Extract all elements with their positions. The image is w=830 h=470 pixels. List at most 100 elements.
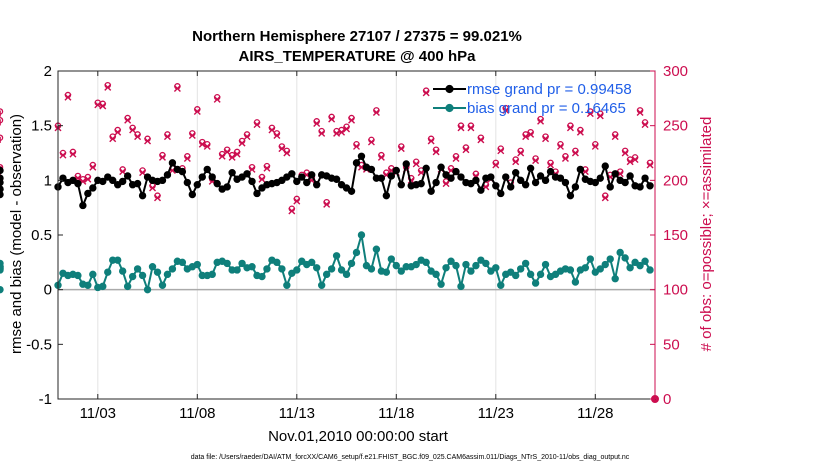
obs-assimilated-marker [188, 132, 196, 140]
obs-assimilated-marker [203, 142, 211, 150]
rmse-point [223, 183, 231, 191]
bias-point [263, 265, 271, 273]
obs-count-markers [0, 81, 659, 403]
bias-point [89, 270, 97, 279]
bias-point [168, 265, 177, 273]
rmse-point [123, 172, 132, 180]
bias-point [372, 245, 381, 253]
bias-point [422, 258, 430, 267]
rmse-point [248, 177, 256, 186]
rmse-point [531, 178, 540, 187]
bias-point [283, 281, 291, 289]
bias-point [452, 261, 460, 270]
obs-assimilated-marker [467, 124, 475, 132]
obs-assimilated-marker [293, 197, 301, 205]
obs-possible-marker [0, 108, 4, 115]
obs-assimilated-marker [144, 137, 152, 145]
obs-assimilated-marker [427, 137, 435, 145]
obs-assimilated-marker [547, 161, 555, 169]
obs-assimilated-marker [561, 154, 569, 162]
bias-point [462, 260, 470, 269]
obs-assimilated-marker [462, 146, 470, 154]
y-tick-label: 1.5 [31, 118, 52, 135]
obs-assimilated-marker [154, 194, 161, 202]
obs-assimilated-marker [99, 102, 107, 110]
bias-point [258, 272, 266, 281]
rmse-point [133, 179, 142, 188]
rmse-point [437, 163, 445, 171]
x-tick-label: 11/08 [179, 405, 215, 422]
rmse-point [69, 176, 77, 185]
bias-point [248, 263, 256, 271]
y2-tick-label: 0 [663, 391, 671, 408]
axis-ticks [58, 70, 656, 400]
rmse-point [59, 174, 67, 182]
x-axis-label: Nov.01,2010 00:00:00 start [268, 428, 449, 445]
rmse-point [109, 176, 117, 185]
rmse-point [377, 174, 386, 182]
bias-point [521, 259, 530, 268]
obs-assimilated-marker [109, 135, 117, 143]
rmse-point [243, 170, 251, 178]
rmse-point [278, 176, 286, 185]
rmse-point [521, 181, 530, 189]
rmse-point [427, 187, 435, 195]
rmse-point [228, 168, 236, 177]
bias-point [581, 264, 590, 272]
bias-point [427, 267, 435, 275]
rmse-point [203, 165, 211, 174]
bias-series [0, 231, 654, 294]
obs-possible-marker [0, 134, 4, 141]
legend: rmse grand pr = 0.99458 bias grand pr = … [433, 81, 632, 117]
rmse-point [0, 185, 4, 193]
bias-point [133, 265, 142, 273]
obs-assimilated-marker [69, 150, 77, 158]
bias-point [288, 269, 296, 277]
rmse-point [561, 178, 570, 187]
obs-assimilated-marker [338, 128, 346, 136]
bias-point [163, 270, 172, 279]
bias-point [332, 252, 341, 260]
obs-assimilated-marker [233, 150, 241, 158]
obs-assimilated-marker [527, 130, 535, 138]
obs-assimilated-marker [497, 147, 505, 155]
rmse-point [74, 179, 82, 188]
bias-point [114, 256, 122, 264]
rmse-point [447, 174, 455, 182]
obs-assimilated-marker [193, 107, 201, 115]
obs-assimilated-marker [258, 175, 266, 183]
bias-point [99, 282, 107, 291]
rmse-point [342, 184, 351, 192]
obs-assimilated-marker [313, 119, 321, 127]
bias-point [0, 285, 4, 294]
bias-point [551, 270, 560, 279]
legend-rmse-symbol [433, 84, 466, 94]
y2-tick-label: 300 [663, 63, 688, 80]
obs-assimilated-marker [163, 133, 171, 141]
rmse-point [432, 178, 440, 187]
bias-point [352, 248, 361, 257]
legend-rmse-label: rmse grand pr = 0.99458 [467, 81, 632, 98]
obs-assimilated-marker [94, 101, 102, 109]
bias-point [591, 268, 599, 276]
obs-assimilated-marker [238, 139, 246, 147]
bias-point [298, 257, 306, 265]
bias-point [308, 258, 316, 267]
bias-point [611, 275, 619, 283]
bias-point [367, 265, 376, 273]
bias-point [74, 271, 82, 280]
rmse-point [283, 173, 291, 181]
rmse-point [138, 191, 147, 200]
obs-assimilated-marker [343, 125, 351, 133]
bias-point [128, 272, 137, 281]
rmse-point [258, 184, 266, 192]
rmse-point [487, 173, 495, 181]
rmse-point [238, 173, 246, 181]
rmse-point [0, 166, 4, 175]
x-tick-label: 11/03 [80, 405, 116, 422]
bias-point [387, 255, 396, 263]
obs-assimilated-marker [586, 110, 594, 118]
rmse-point [591, 178, 599, 187]
bias-point [104, 268, 112, 276]
